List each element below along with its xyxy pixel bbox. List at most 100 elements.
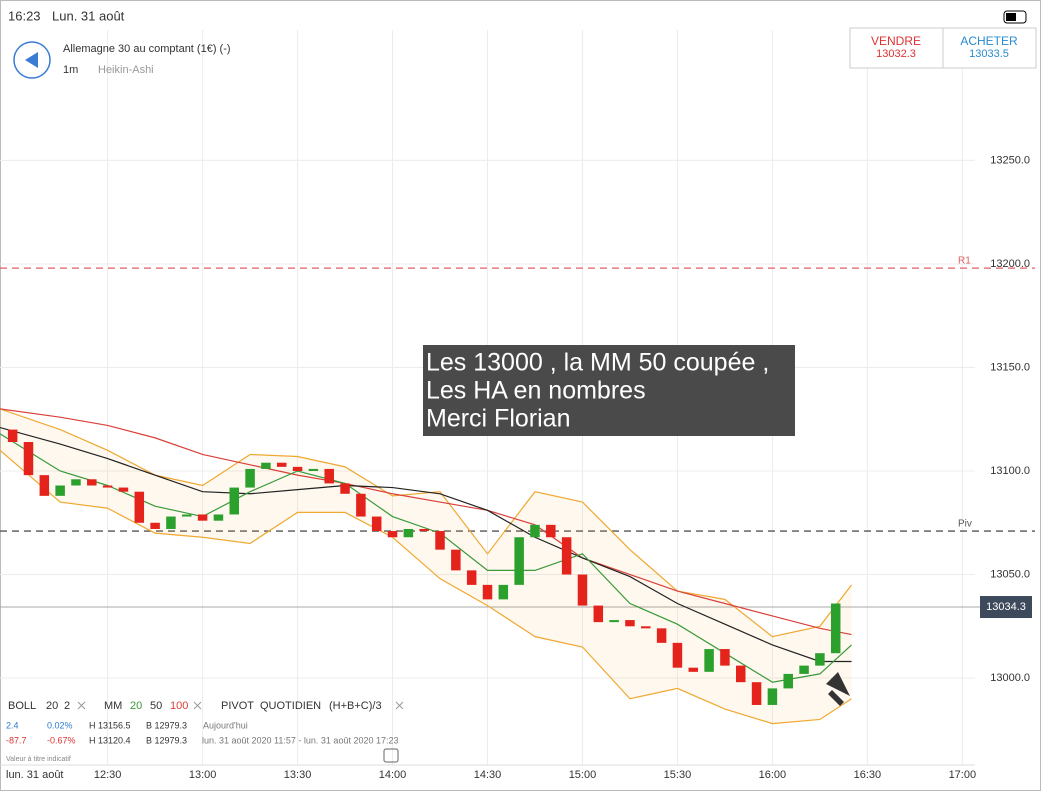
candle [720,649,730,666]
candle [39,475,50,496]
candle [166,516,176,529]
candle [371,516,382,532]
candle [466,570,477,585]
candle [751,682,762,705]
status-date: Lun. 31 août [52,8,125,23]
candle [435,531,445,550]
candle [419,528,429,532]
candle [830,603,841,654]
y-tick-label: 13150.0 [990,361,1030,373]
candle [71,479,81,486]
legend-text[interactable]: PIVOT [221,700,254,712]
battery [1003,10,1027,24]
candle [150,522,160,529]
candle [213,514,224,521]
candle [182,514,192,517]
legend-text: 2 [64,700,70,712]
candle [704,649,714,672]
legend-text: QUOTIDIEN [260,700,321,712]
instrument: Allemagne 30 au comptant (1€) (-) [63,43,231,55]
candle [245,468,255,488]
remove-icon[interactable] [193,701,202,710]
stat: lun. 31 août 2020 11:57 - lun. 31 août 2… [202,735,399,745]
candle [7,429,18,443]
candle [308,468,319,471]
x-tick-label: 14:30 [474,769,502,781]
legend-text: 100 [170,700,188,712]
chart-style[interactable]: Heikin-Ashi [98,64,154,76]
candle [672,642,683,668]
buy-price: 13033.5 [969,48,1009,60]
candle [498,584,509,600]
x-tick-label: 16:30 [854,769,882,781]
remove-icon[interactable] [77,701,86,710]
candle [292,466,303,471]
calendar-icon[interactable] [383,748,399,763]
candle [593,605,604,623]
x-tick-label: 14:00 [379,769,407,781]
annotation-line: Merci Florian [426,405,570,433]
legend-text[interactable]: BOLL [8,700,36,712]
candle [609,620,619,623]
candle [799,665,809,674]
legend-text: (H+B+C)/3 [329,700,382,712]
candle [530,524,540,538]
back-icon [25,52,38,68]
candle [229,487,240,515]
buy-button[interactable]: ACHETER 13033.5 [960,34,1018,60]
candle [102,485,113,488]
last-price-label: 13034.3 [986,601,1026,613]
day-label: lun. 31 août [6,769,64,781]
buy-label: ACHETER [960,34,1018,48]
indicator-legend: BOLL 20 2 MM 20 50 100 PIVOT QUOTIDIEN (… [6,700,404,763]
sell-button[interactable]: VENDRE 13032.3 [871,34,921,60]
indicator-line [0,449,852,725]
candle [451,549,461,571]
candle [546,524,556,538]
stat: 0.02% [47,720,73,730]
candle [641,626,651,629]
candle [403,528,414,538]
interval: 1m [63,64,78,76]
stat: H 13120.4 [89,735,131,745]
candle [276,462,287,467]
candle [577,574,588,606]
legend-text: 20 [130,700,142,712]
stat: B 12979.3 [146,720,187,730]
battery-level [1006,13,1016,21]
candle [561,537,572,575]
x-tick-label: 15:30 [664,769,692,781]
candle [656,628,667,643]
indicator-line [0,426,852,663]
candle [118,487,129,492]
x-tick-label: 15:00 [569,769,597,781]
candle [815,653,825,666]
status-time: 16:23 [8,8,41,23]
level-label: Piv [958,519,972,530]
candle [514,537,524,585]
candle [197,514,208,521]
y-tick-label: 13250.0 [990,154,1030,166]
x-tick-label: 17:00 [949,769,977,781]
candle [55,485,65,496]
annotation-line: Les 13000 , la MM 50 coupée , [426,349,769,377]
y-tick-label: 13100.0 [990,465,1030,477]
remove-icon[interactable] [395,701,404,710]
candle [356,493,366,517]
candle [767,688,778,705]
x-tick-label: 16:00 [759,769,787,781]
candle [625,620,635,627]
stat: H 13156.5 [89,720,131,730]
sell-price: 13032.3 [876,48,916,60]
legend-text: 50 [150,700,162,712]
note: Valeur à titre indicatif [6,756,71,763]
stat: Aujourd'hui [203,720,248,730]
last-price-box [980,596,1032,619]
candle [783,673,793,689]
stat: -0.67% [47,735,76,745]
arrow-icon [826,672,850,706]
legend-text[interactable]: MM [104,700,122,712]
stat: -87.7 [6,735,27,745]
legend-text: 20 [46,700,58,712]
